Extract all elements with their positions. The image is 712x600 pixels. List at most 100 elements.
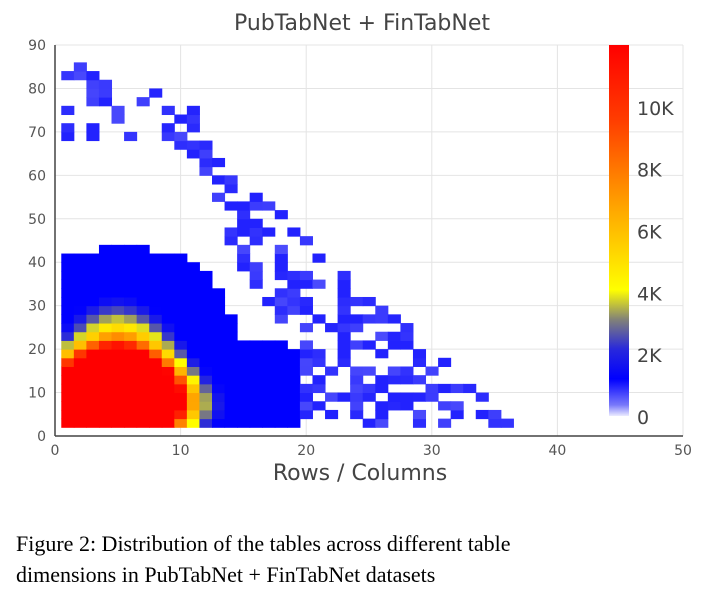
heatmap-cell <box>350 296 364 307</box>
heatmap-cell <box>412 409 427 420</box>
heatmap-cells <box>61 62 514 428</box>
heatmap-cell <box>98 401 113 411</box>
heatmap-cell <box>274 357 288 367</box>
heatmap-cell <box>61 123 75 133</box>
heatmap-cell <box>274 210 288 220</box>
heatmap-cell <box>174 253 188 263</box>
y-tick-label: 10 <box>28 386 46 402</box>
heatmap-cell <box>186 418 200 428</box>
heatmap-cell <box>237 418 251 428</box>
heatmap-cell <box>73 418 87 428</box>
heatmap-cell <box>111 323 125 333</box>
heatmap-cell <box>350 314 364 324</box>
y-tick-label: 40 <box>28 255 46 271</box>
heatmap-cell <box>98 88 113 98</box>
heatmap-cell <box>299 383 313 394</box>
heatmap-cell <box>186 262 200 272</box>
heatmap-cell <box>186 366 200 376</box>
heatmap-cell <box>161 131 175 142</box>
heatmap-cell <box>299 409 313 420</box>
heatmap-cell <box>149 314 163 324</box>
heatmap-cell <box>287 227 301 237</box>
heatmap-cell <box>337 305 351 315</box>
heatmap-cell <box>124 270 138 281</box>
heatmap-cell <box>312 383 326 394</box>
heatmap-cell <box>111 392 125 402</box>
heatmap-cell <box>73 383 87 394</box>
x-tick-label: 0 <box>51 443 60 459</box>
heatmap-cell <box>98 279 113 289</box>
heatmap-cell <box>224 184 238 194</box>
heatmap-cell <box>237 201 251 211</box>
heatmap-cell <box>61 105 75 116</box>
heatmap-cell <box>149 288 163 298</box>
heatmap-cell <box>186 314 200 324</box>
heatmap-cell <box>111 270 125 281</box>
heatmap-cell <box>61 270 75 281</box>
heatmap-cell <box>237 340 251 350</box>
x-tick-label: 40 <box>548 443 566 459</box>
heatmap-cell <box>161 314 175 324</box>
heatmap-cell <box>262 296 276 307</box>
heatmap-cell <box>174 401 188 411</box>
heatmap-cell <box>149 375 163 385</box>
heatmap-cell <box>375 349 389 359</box>
heatmap-cell <box>262 392 276 402</box>
figure-caption: Figure 2: Distribution of the tables acr… <box>16 528 676 590</box>
heatmap-cell <box>375 375 389 385</box>
heatmap-cell <box>212 357 226 367</box>
heatmap-cell <box>149 401 163 411</box>
heatmap-cell <box>212 175 226 185</box>
heatmap-cell <box>186 409 200 420</box>
heatmap-cell <box>274 383 288 394</box>
heatmap-cell <box>186 140 200 150</box>
heatmap-cell <box>337 323 351 333</box>
heatmap-cell <box>149 357 163 367</box>
heatmap-cell <box>186 296 200 307</box>
heatmap-cell <box>86 366 100 376</box>
chart-title: PubTabNet + FinTabNet <box>234 11 490 36</box>
heatmap-cell <box>262 409 276 420</box>
heatmap-cell <box>249 401 263 411</box>
heatmap-cell <box>199 296 213 307</box>
heatmap-cell <box>237 349 251 359</box>
heatmap-cell <box>262 418 276 428</box>
heatmap-cell <box>375 305 389 315</box>
heatmap-cell <box>73 340 87 350</box>
heatmap-cell <box>73 71 87 81</box>
heatmap-cell <box>237 210 251 220</box>
heatmap-cell <box>249 227 263 237</box>
heatmap-cell <box>136 392 150 402</box>
heatmap-cell <box>274 314 288 324</box>
heatmap-cell <box>186 105 200 116</box>
heatmap-cell <box>425 392 439 402</box>
heatmap-cell <box>174 383 188 394</box>
heatmap-cell <box>73 357 87 367</box>
heatmap-cell <box>161 409 175 420</box>
heatmap-cell <box>350 401 364 411</box>
heatmap-cell <box>488 418 502 428</box>
heatmap-cell <box>224 331 238 341</box>
heatmap-cell <box>237 262 251 272</box>
heatmap-cell <box>136 244 150 255</box>
heatmap-cell <box>161 375 175 385</box>
heatmap-cell <box>124 288 138 298</box>
heatmap-cell <box>61 349 75 359</box>
heatmap-cell <box>299 340 313 350</box>
heatmap-cell <box>375 418 389 428</box>
heatmap-cell <box>350 392 364 402</box>
heatmap-cell <box>224 175 238 185</box>
colorbar-tick-label: 4K <box>637 283 662 305</box>
heatmap-cell <box>149 409 163 420</box>
heatmap-cell <box>287 375 301 385</box>
heatmap-cell <box>174 418 188 428</box>
heatmap-cell <box>249 262 263 272</box>
heatmap-cell <box>362 296 376 307</box>
heatmap-cell <box>249 375 263 385</box>
heatmap-cell <box>249 201 263 211</box>
heatmap-cell <box>111 253 125 263</box>
heatmap-cell <box>475 409 489 420</box>
heatmap-cell <box>186 401 200 411</box>
heatmap-cell <box>312 253 326 263</box>
colorbar-tick-label: 2K <box>637 345 662 367</box>
